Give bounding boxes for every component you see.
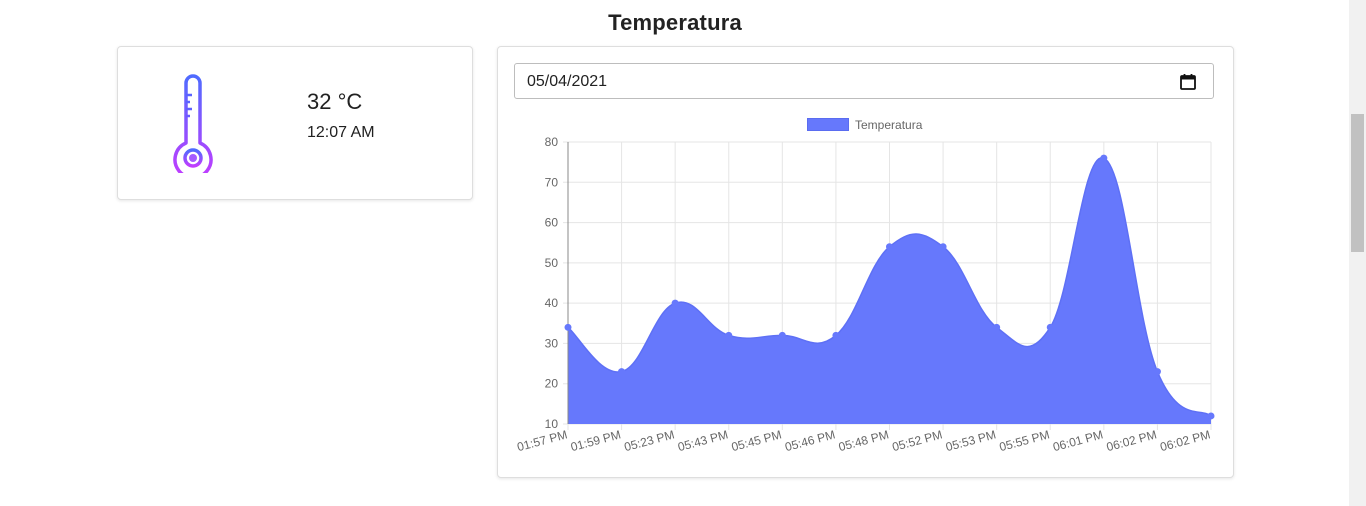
series-area [568, 157, 1211, 425]
date-value: 05/04/2021 [527, 73, 608, 90]
date-input[interactable]: 05/04/2021 [514, 63, 1214, 99]
x-tick-label: 01:59 PM [569, 427, 622, 454]
vertical-scrollbar[interactable] [1349, 0, 1366, 506]
x-tick-label: 05:52 PM [891, 427, 944, 454]
scrollbar-thumb[interactable] [1351, 114, 1364, 252]
x-tick-label: 05:48 PM [837, 427, 890, 454]
temperature-time: 12:07 AM [307, 124, 375, 141]
y-tick-label: 40 [545, 296, 559, 310]
x-tick-label: 01:57 PM [516, 427, 569, 454]
page-title: Temperatura [608, 10, 742, 35]
data-point [1207, 412, 1215, 420]
x-tick-label: 05:43 PM [676, 427, 729, 454]
x-tick-label: 06:01 PM [1051, 427, 1104, 454]
data-point [618, 368, 626, 376]
data-point [832, 331, 840, 339]
x-tick-label: 05:45 PM [730, 427, 783, 454]
y-tick-label: 30 [545, 336, 559, 350]
legend-label: Temperatura [855, 118, 923, 132]
x-tick-label: 06:02 PM [1159, 427, 1212, 454]
y-tick-label: 60 [545, 216, 559, 230]
legend-swatch [807, 118, 849, 131]
y-tick-label: 50 [545, 256, 559, 270]
y-tick-label: 80 [545, 135, 559, 149]
data-point [939, 243, 947, 251]
x-tick-label: 05:55 PM [998, 427, 1051, 454]
data-point [778, 331, 786, 339]
y-tick-label: 70 [545, 175, 559, 189]
x-tick-label: 06:02 PM [1105, 427, 1158, 454]
data-point [886, 243, 893, 251]
data-point [1046, 323, 1054, 331]
y-tick-label: 20 [545, 377, 559, 391]
data-point [1100, 154, 1108, 162]
data-point [725, 331, 733, 339]
y-tick-label: 10 [545, 417, 559, 431]
data-point [564, 323, 572, 331]
data-point [993, 323, 1001, 331]
data-point [1153, 368, 1161, 376]
x-tick-label: 05:23 PM [623, 427, 676, 454]
calendar-icon[interactable] [1179, 73, 1197, 91]
temperature-chart-card: 05/04/2021 Temperatura 10 20 30 40 50 60 70 80 0… [497, 46, 1234, 478]
x-tick-label: 05:53 PM [944, 427, 997, 454]
temperature-value: 32 °C [307, 89, 363, 114]
x-tick-label: 05:46 PM [783, 427, 836, 454]
temperature-area-chart: 10 20 30 40 50 60 70 80 01:57 PM 01:59 PM 05:23 PM… [516, 135, 1215, 454]
data-point [671, 299, 679, 307]
current-temperature-card: 32 °C 12:07 AM [117, 46, 473, 200]
thermometer-icon [173, 74, 213, 173]
